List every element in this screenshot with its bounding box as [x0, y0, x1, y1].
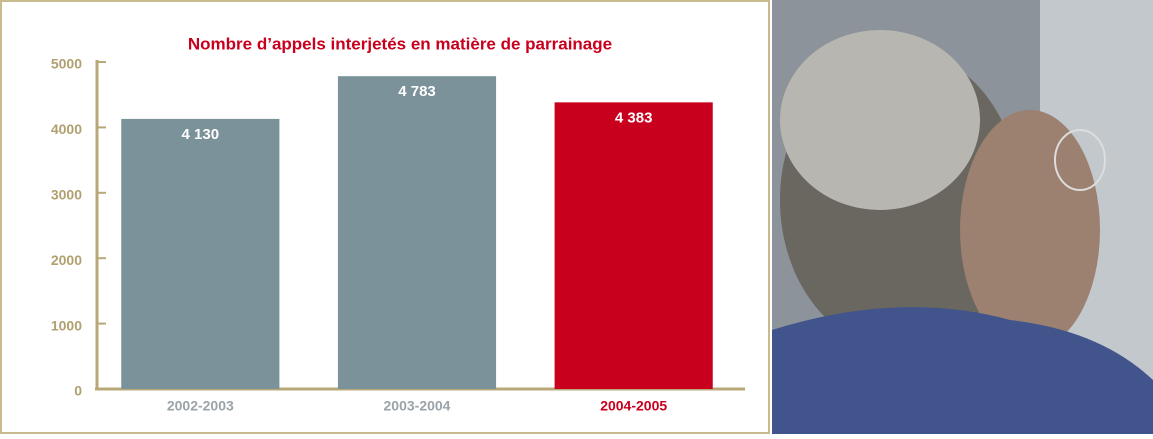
value-label: 4 130 — [182, 126, 220, 143]
x-tick-label: 2004-2005 — [600, 398, 667, 414]
value-label: 4 383 — [615, 109, 653, 126]
y-tick-label: 1000 — [51, 317, 82, 333]
y-tick-label: 0 — [74, 383, 82, 399]
y-tick-label: 5000 — [51, 56, 82, 72]
y-tick-label: 3000 — [51, 187, 82, 203]
x-tick-label: 2003-2004 — [384, 398, 451, 414]
bar — [337, 76, 497, 389]
value-label: 4 783 — [398, 83, 436, 100]
chart-title: Nombre d’appels interjetés en matière de… — [188, 34, 612, 53]
x-tick-label: 2002-2003 — [167, 398, 234, 414]
y-tick-label: 4000 — [51, 121, 82, 137]
y-tick-label: 2000 — [51, 252, 82, 268]
photo — [772, 0, 1153, 434]
bar — [121, 118, 280, 389]
bar — [554, 102, 713, 389]
